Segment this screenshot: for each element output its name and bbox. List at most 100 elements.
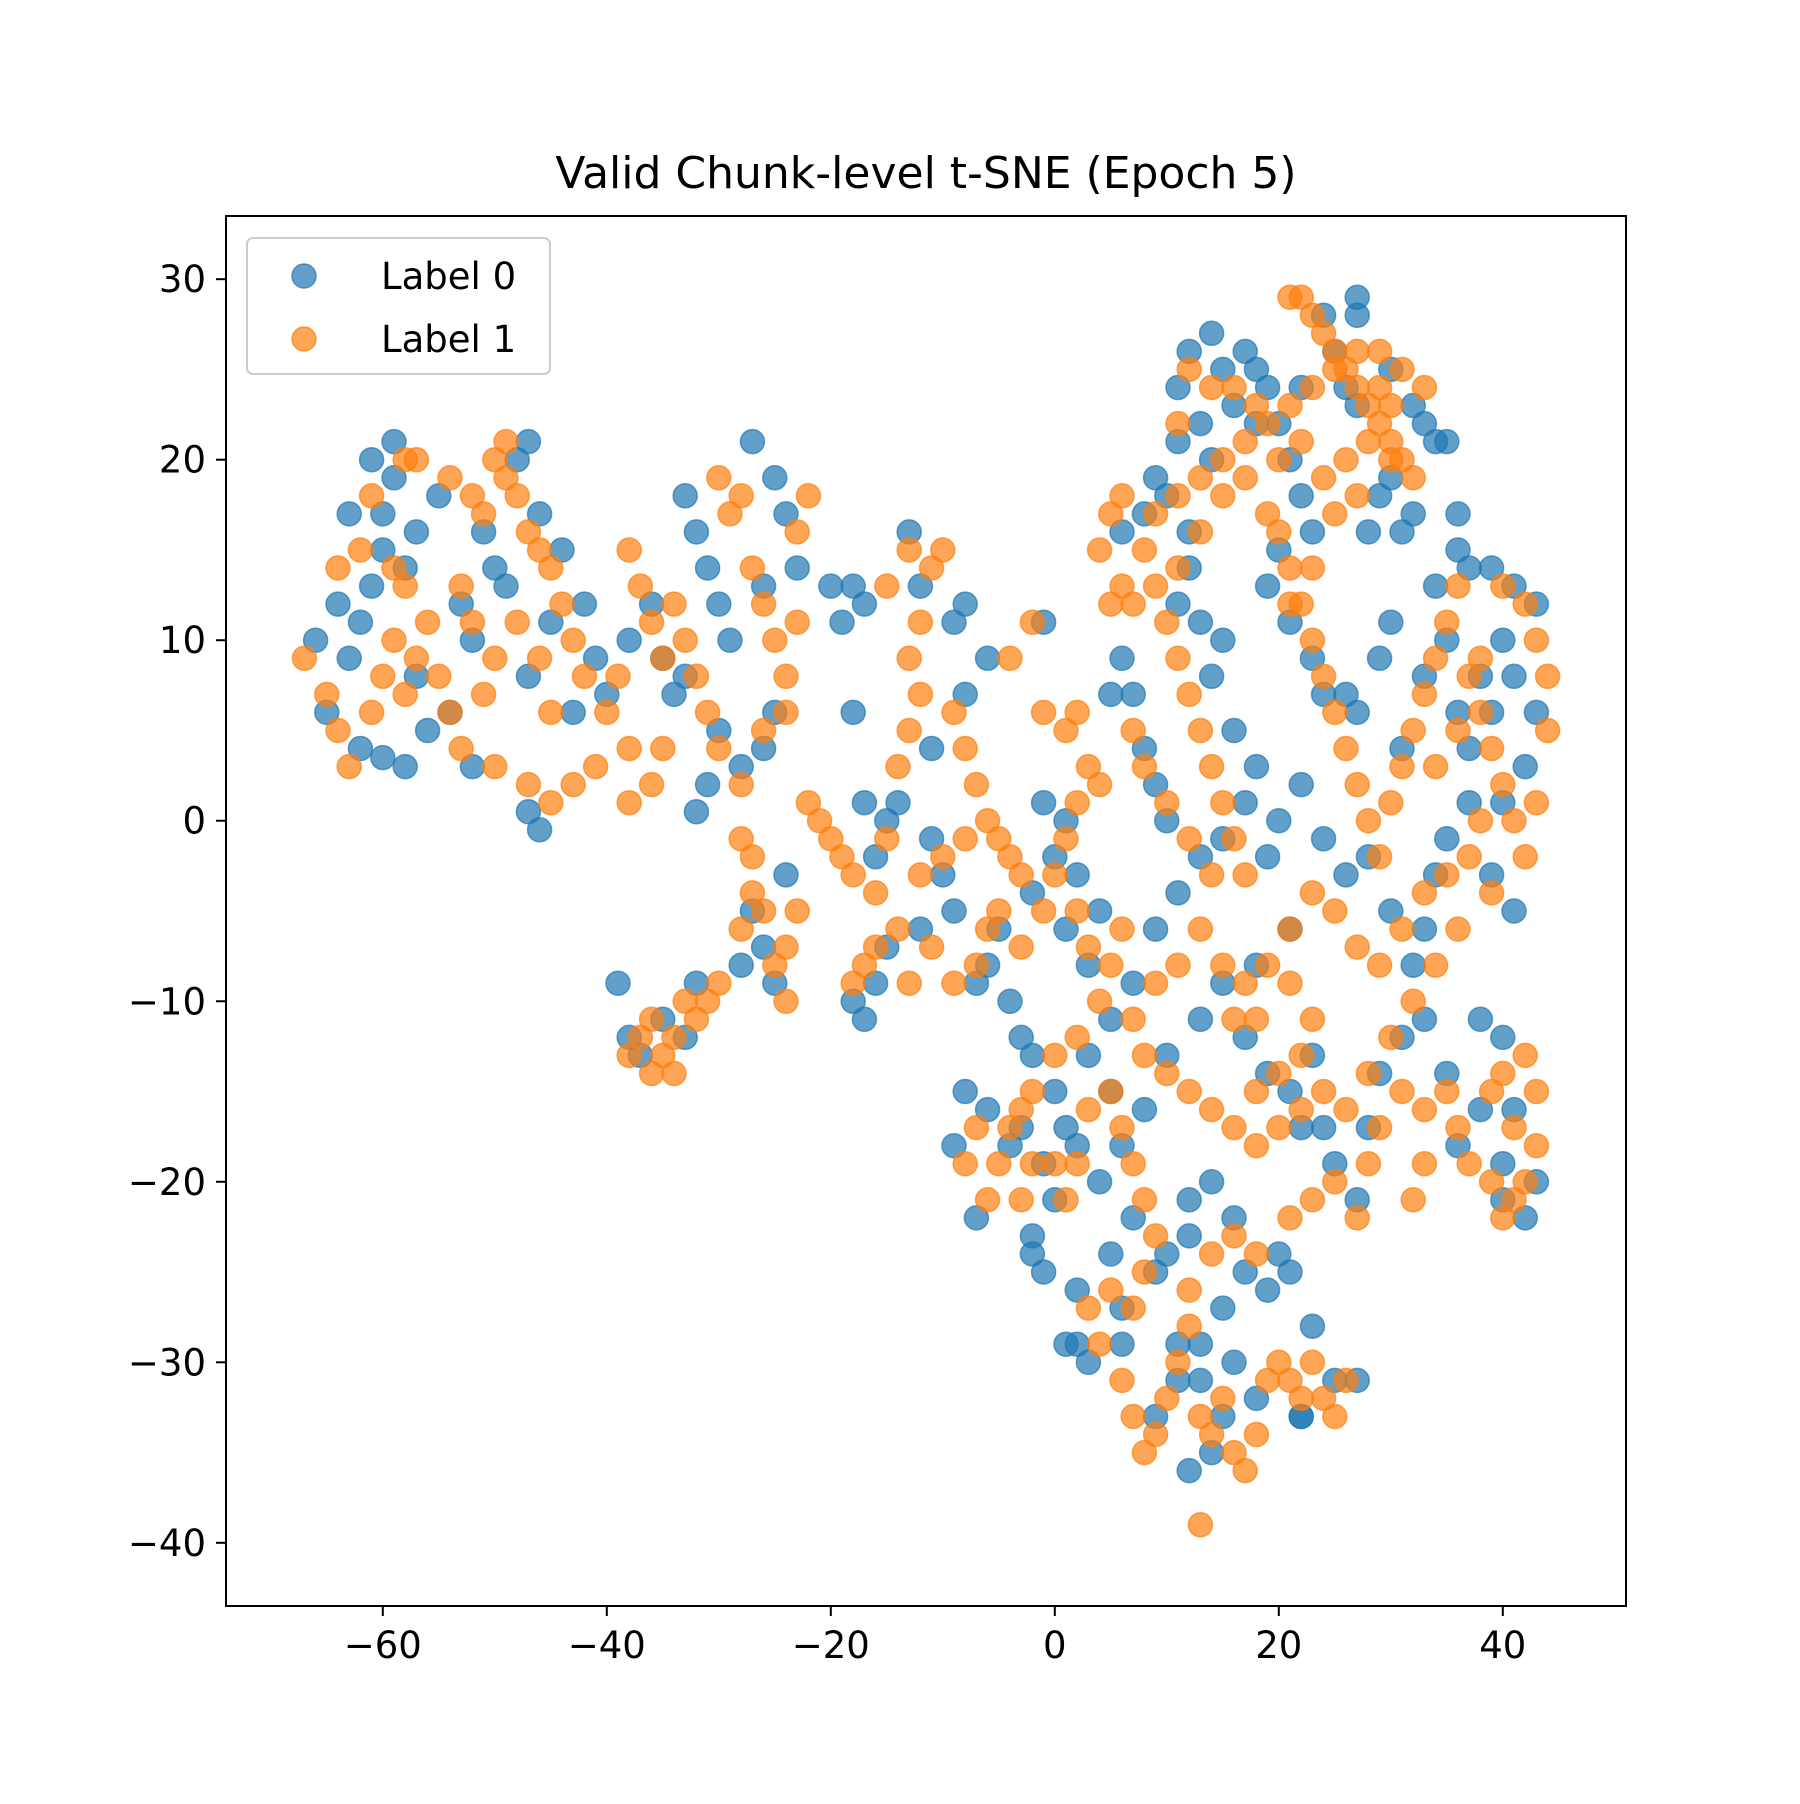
data-point [1030, 789, 1057, 816]
data-point [650, 735, 676, 762]
data-point [1288, 284, 1314, 310]
data-point [1221, 374, 1247, 401]
data-point [1400, 952, 1426, 978]
data-point [661, 1024, 687, 1051]
data-point [1333, 1367, 1359, 1394]
data-point [1344, 284, 1370, 310]
data-point [482, 555, 508, 581]
data-point [784, 519, 810, 545]
data-point [1154, 789, 1180, 816]
data-point [762, 952, 788, 978]
data-point [1456, 844, 1482, 870]
data-point [515, 798, 542, 825]
data-point [907, 862, 934, 888]
data-point [1075, 934, 1102, 960]
data-point [493, 573, 519, 599]
data-point [874, 573, 900, 599]
data-point [1086, 898, 1113, 924]
data-point [1053, 826, 1079, 852]
data-point [1277, 392, 1303, 419]
data-point [1176, 1223, 1202, 1249]
data-point [1120, 717, 1146, 744]
data-point [370, 744, 396, 771]
data-point [918, 735, 945, 762]
data-point [1434, 862, 1460, 888]
data-point [358, 483, 385, 509]
data-point [1467, 1006, 1494, 1033]
x-tick-label: 20 [1255, 1624, 1302, 1667]
data-point [1176, 356, 1202, 383]
data-point [1075, 1295, 1102, 1321]
data-point [1534, 663, 1561, 690]
data-point [941, 970, 967, 996]
y-tick-label: 0 [182, 800, 206, 843]
data-point [907, 609, 934, 635]
x-tick-label: −40 [568, 1624, 646, 1667]
data-point [1131, 1259, 1158, 1285]
data-point [1299, 1349, 1326, 1376]
data-point [683, 798, 710, 825]
data-point [1165, 483, 1191, 509]
y-tick-label: 20 [159, 439, 206, 482]
data-point [1210, 1295, 1236, 1321]
data-point [750, 591, 777, 617]
legend-marker-label-1 [291, 326, 317, 352]
data-point [986, 1150, 1012, 1177]
data-point [482, 753, 508, 780]
data-point [1187, 410, 1214, 437]
data-point [1176, 1313, 1202, 1339]
data-point [930, 844, 956, 870]
data-point [1187, 717, 1214, 744]
data-point [1042, 1078, 1068, 1105]
data-point [1467, 699, 1494, 726]
data-point [1154, 1060, 1180, 1087]
data-point [1142, 970, 1169, 996]
data-point [437, 465, 463, 491]
data-point [1131, 753, 1158, 780]
data-point [1254, 1277, 1281, 1303]
y-tick-label: 30 [159, 258, 206, 301]
data-point [347, 537, 374, 563]
data-point [370, 501, 396, 527]
data-point [717, 627, 743, 653]
data-point [1131, 1439, 1158, 1466]
data-point [638, 1006, 665, 1033]
data-point [1467, 645, 1494, 672]
data-point [1299, 1313, 1326, 1339]
points-layer [291, 284, 1561, 1538]
data-point [706, 591, 732, 617]
data-point [1221, 1006, 1247, 1033]
data-point [1490, 1205, 1516, 1231]
data-point [773, 699, 799, 726]
data-point [918, 934, 945, 960]
data-point [1198, 374, 1225, 401]
data-point [1277, 555, 1303, 581]
data-point [840, 699, 866, 726]
data-point [1243, 1078, 1270, 1105]
data-point [515, 519, 542, 545]
data-point [1445, 1114, 1471, 1141]
data-point [627, 573, 654, 599]
data-point [1422, 753, 1449, 780]
data-point [1322, 1403, 1348, 1430]
data-point [336, 645, 362, 672]
data-point [1322, 356, 1348, 383]
data-point [1378, 446, 1404, 473]
data-point [1310, 320, 1337, 347]
data-point [941, 699, 967, 726]
data-point [896, 537, 922, 563]
data-point [1109, 1367, 1135, 1394]
data-point [997, 844, 1023, 870]
data-point [952, 735, 978, 762]
series-0 [302, 284, 1550, 1484]
data-point [1243, 392, 1270, 419]
data-point [605, 970, 631, 996]
data-point [381, 627, 407, 653]
data-point [1322, 699, 1348, 726]
data-point [1210, 1385, 1236, 1412]
data-point [1288, 428, 1314, 455]
data-point [1501, 1114, 1527, 1141]
data-point [1187, 1006, 1214, 1033]
